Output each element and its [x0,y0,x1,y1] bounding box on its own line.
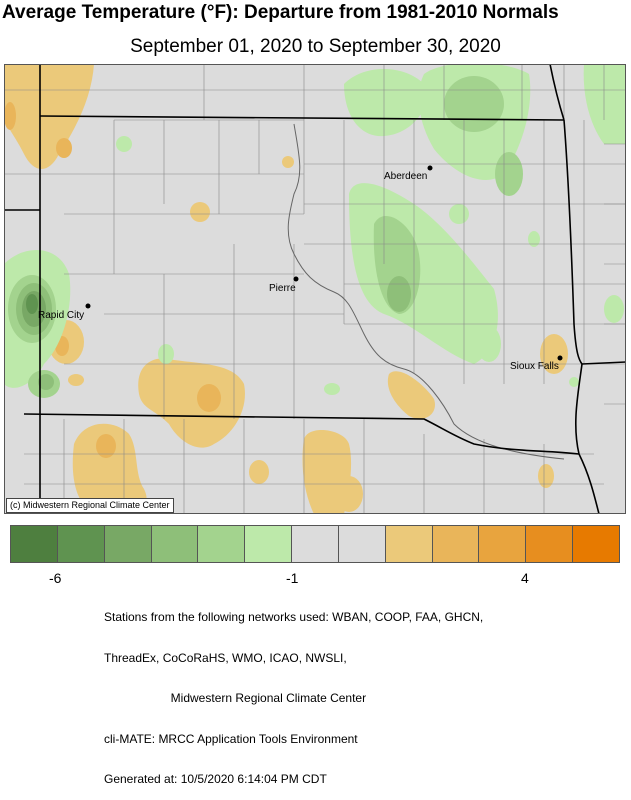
legend-swatch [573,526,619,562]
legend-swatch [479,526,527,562]
map-subtitle: September 01, 2020 to September 30, 2020 [130,36,501,57]
legend-swatch [292,526,339,562]
legend-swatch [385,526,433,562]
cities: Aberdeen Pierre Rapid City Sioux Falls [38,165,563,372]
legend-tick-label: -6 [49,570,62,586]
legend-swatch [338,526,386,562]
city-dot-aberdeen [427,165,433,171]
map-frame [4,64,626,514]
footer-line: Stations from the following networks use… [104,610,484,624]
city-label-aberdeen: Aberdeen [384,171,427,182]
footer-line: ThreadEx, CoCoRaHS, WMO, ICAO, NWSLI, [104,650,347,665]
color-legend [10,525,620,563]
temperature-departure-map: Aberdeen Pierre Rapid City Sioux Falls [4,64,626,514]
footer-line: cli-MATE: MRCC Application Tools Environ… [104,731,358,746]
city-label-sioux-falls: Sioux Falls [510,361,559,372]
city-dot-pierre [293,276,299,282]
footer-line: Generated at: 10/5/2020 6:14:04 PM CDT [104,772,327,786]
map-credit: (c) Midwestern Regional Climate Center [6,498,174,513]
city-label-rapid-city: Rapid City [38,310,84,321]
legend-swatch [57,526,105,562]
legend-swatch [245,526,293,562]
anomaly-shading [4,64,626,514]
footer-notes: Stations from the following networks use… [104,584,483,800]
legend-swatch [526,526,574,562]
state-boundaries [4,64,626,514]
map-title: Average Temperature (°F): Departure from… [2,2,559,23]
county-lines [4,64,626,514]
legend-tick-label: 4 [521,570,529,586]
legend-swatch [104,526,152,562]
legend-tick-label: -1 [286,570,299,586]
city-label-pierre: Pierre [269,283,296,294]
city-dot-rapid-city [85,303,91,309]
legend-swatch [151,526,199,562]
city-dot-sioux-falls [557,355,563,361]
river-line [287,123,565,460]
legend-swatch [11,526,58,562]
footer-line: Midwestern Regional Climate Center [104,691,367,705]
legend-swatch [432,526,480,562]
legend-swatch [198,526,246,562]
